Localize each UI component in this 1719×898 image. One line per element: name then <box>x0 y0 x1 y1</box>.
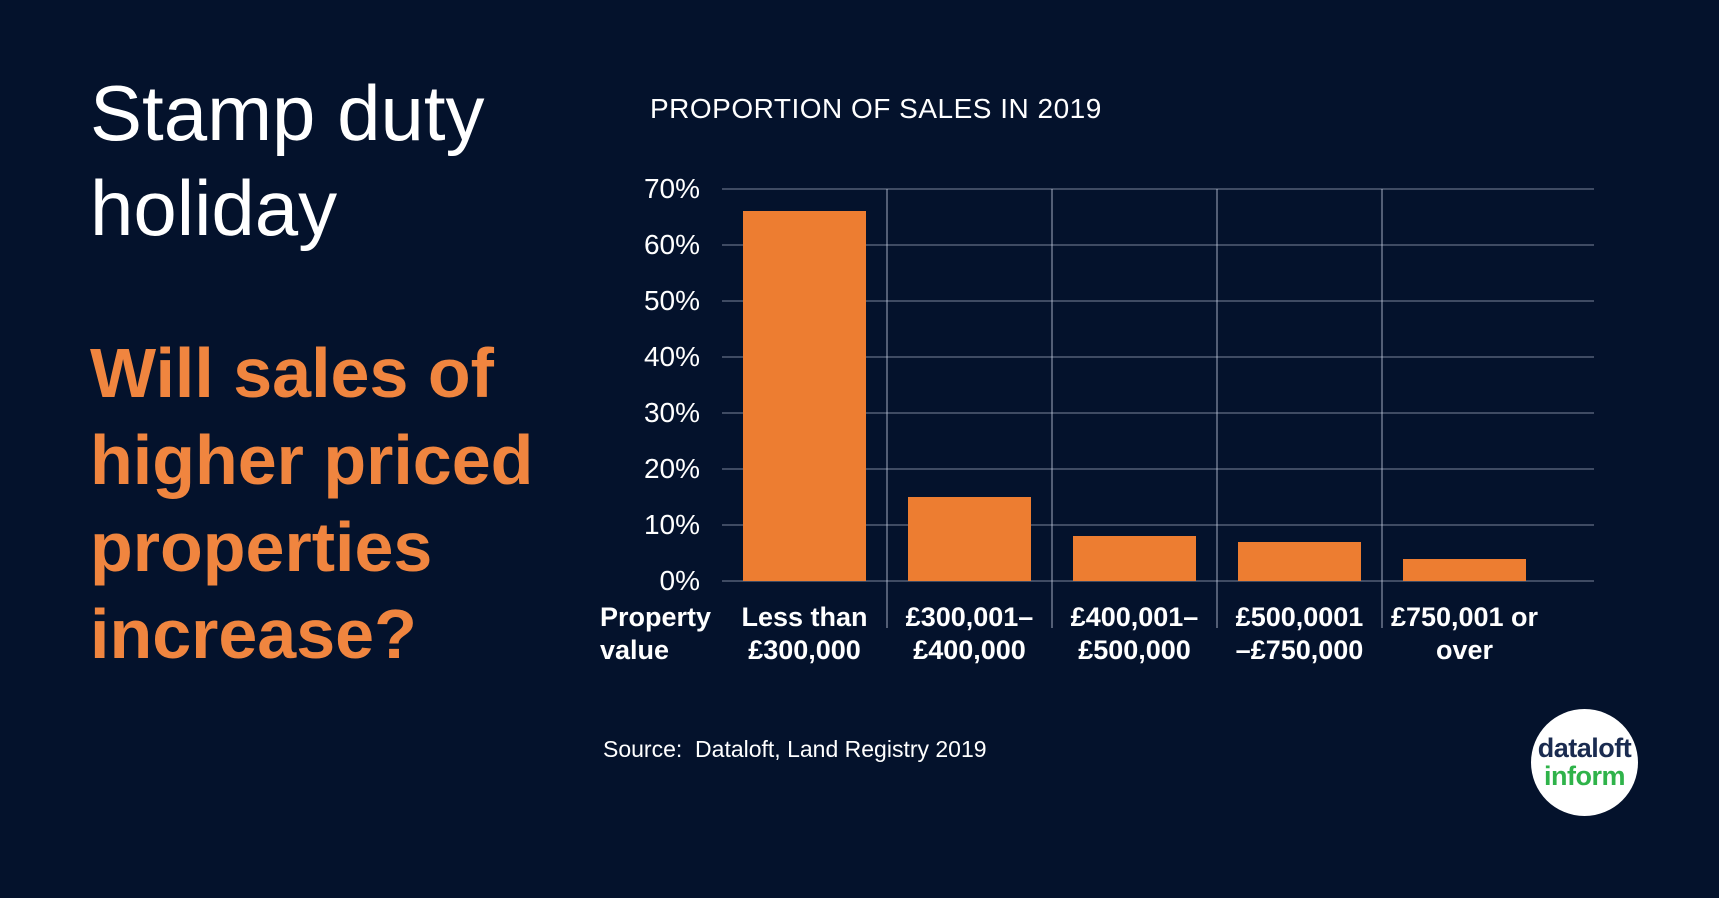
y-axis-tick-label: 0% <box>659 565 700 596</box>
x-axis-category-label: £500,0001 –£750,000 <box>1217 601 1382 667</box>
x-axis-category-label-line: £500,0001 <box>1235 602 1364 632</box>
bar <box>908 497 1031 581</box>
chart-title: PROPORTION OF SALES IN 2019 <box>650 93 1102 124</box>
headline-line2: higher priced <box>90 421 534 499</box>
y-axis-tick-label: 30% <box>643 397 700 428</box>
y-axis-tick-label: 10% <box>643 509 700 540</box>
headline-line3: properties <box>90 508 433 586</box>
gridline <box>722 580 1594 582</box>
gridline <box>722 412 1594 414</box>
gridline <box>722 468 1594 470</box>
bar <box>1238 541 1361 581</box>
x-axis-category-label-line: over <box>1435 635 1494 665</box>
logo-text-inform: inform <box>1544 761 1626 791</box>
headline-line4: increase? <box>90 595 417 673</box>
page-title-line1: Stamp duty <box>90 69 485 157</box>
gridline <box>722 300 1594 302</box>
gridline <box>722 244 1594 246</box>
source-note: Source: Dataloft, Land Registry 2019 <box>603 736 987 762</box>
gridline <box>722 356 1594 358</box>
headline-line1: Will sales of <box>90 334 494 412</box>
bar <box>1403 558 1526 581</box>
gridline <box>722 524 1594 526</box>
y-axis-tick-label: 70% <box>643 173 700 204</box>
page-title-line2: holiday <box>90 164 338 252</box>
x-axis-title-line: value <box>600 635 670 665</box>
x-axis-category-label-line: £400,001– <box>1070 602 1199 632</box>
y-axis-tick-label: 20% <box>643 453 700 484</box>
x-axis-category-label-line: £400,000 <box>913 635 1026 665</box>
x-axis-title-line: Property <box>600 602 712 632</box>
x-axis-title: Property value <box>600 601 711 667</box>
bar <box>743 211 866 581</box>
x-axis-category-label: £750,001 or over <box>1382 601 1547 667</box>
category-divider-line <box>1051 189 1053 628</box>
x-axis-category-label-line: £300,000 <box>748 635 861 665</box>
x-axis-category-label-line: Less than <box>741 602 868 632</box>
x-axis-category-label-line: £750,001 or <box>1390 602 1539 632</box>
x-axis-category-label: £400,001– £500,000 <box>1052 601 1217 667</box>
dataloft-inform-logo: dataloft inform <box>1531 709 1638 816</box>
category-divider-line <box>1216 189 1218 628</box>
x-axis-category-label-line: –£750,000 <box>1235 635 1364 665</box>
x-axis-category-label: Less than £300,000 <box>722 601 887 667</box>
x-axis-category-label: £300,001– £400,000 <box>887 601 1052 667</box>
page-title: Stamp duty holiday <box>90 66 485 256</box>
category-divider-line <box>1381 189 1383 628</box>
logo-text-dataloft: dataloft <box>1537 733 1632 763</box>
y-axis-tick-label: 40% <box>643 341 700 372</box>
headline-question: Will sales of higher priced properties i… <box>90 330 533 678</box>
x-axis-category-label-line: £300,001– <box>905 602 1034 632</box>
y-axis-tick-label: 50% <box>643 285 700 316</box>
category-divider-line <box>886 189 888 628</box>
y-axis-tick-label: 60% <box>643 229 700 260</box>
bar <box>1073 536 1196 581</box>
gridline <box>722 188 1594 190</box>
x-axis-category-label-line: £500,000 <box>1078 635 1191 665</box>
